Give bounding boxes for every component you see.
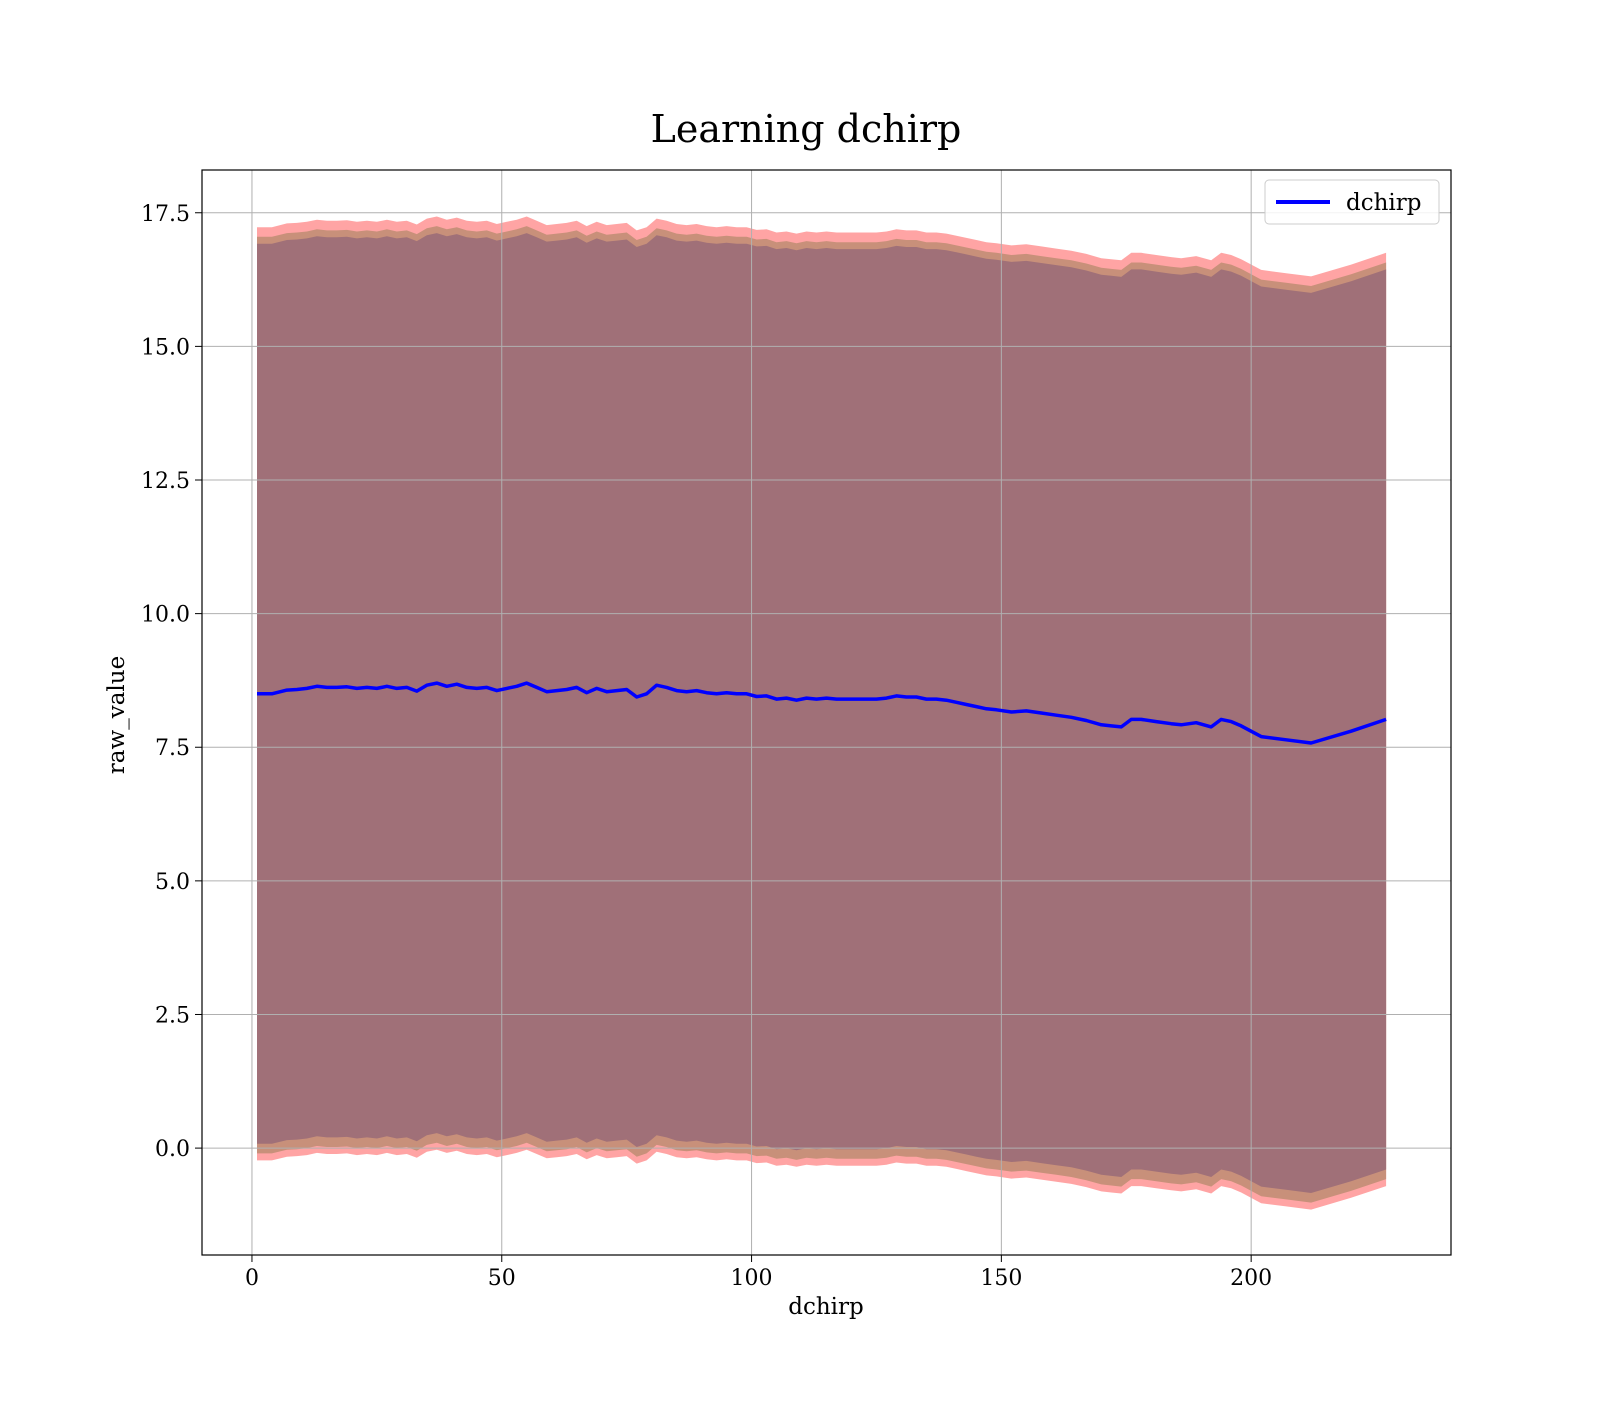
x-tick-label: 200 <box>1230 1266 1272 1291</box>
x-tick-label: 50 <box>488 1266 516 1291</box>
y-tick-label: 5.0 <box>155 870 190 895</box>
series-line-dchirp <box>257 681 1387 745</box>
grid-lines <box>202 170 1451 1255</box>
x-axis-ticks: 0 50 100 150 200 <box>245 1255 1272 1291</box>
y-tick-label: 7.5 <box>155 736 190 761</box>
y-axis-label: raw_value <box>104 656 130 774</box>
band-inner <box>257 233 1387 1194</box>
x-tick-label: 150 <box>980 1266 1022 1291</box>
y-tick-label: 12.5 <box>141 469 190 494</box>
y-tick-label: 0.0 <box>155 1137 190 1162</box>
x-axis-label: dchirp <box>788 1294 864 1320</box>
legend-box <box>1264 179 1440 225</box>
y-tick-label: 2.5 <box>155 1003 190 1028</box>
x-tick-label: 100 <box>731 1266 773 1291</box>
legend-label: dchirp <box>1346 190 1422 216</box>
y-tick-label: 10.0 <box>141 603 190 628</box>
x-tick-label: 0 <box>245 1266 259 1291</box>
series-line-layer <box>257 681 1387 745</box>
legend: dchirp <box>1264 179 1440 225</box>
y-tick-label: 17.5 <box>141 202 190 227</box>
chart-title: Learning dchirp <box>651 107 962 151</box>
plot-frame <box>201 169 1452 1256</box>
y-tick-label: 15.0 <box>141 335 190 360</box>
uncertainty-bands <box>257 216 1387 1210</box>
y-axis-ticks: 0.0 2.5 5.0 7.5 10.0 12.5 15.0 17.5 <box>141 202 202 1162</box>
